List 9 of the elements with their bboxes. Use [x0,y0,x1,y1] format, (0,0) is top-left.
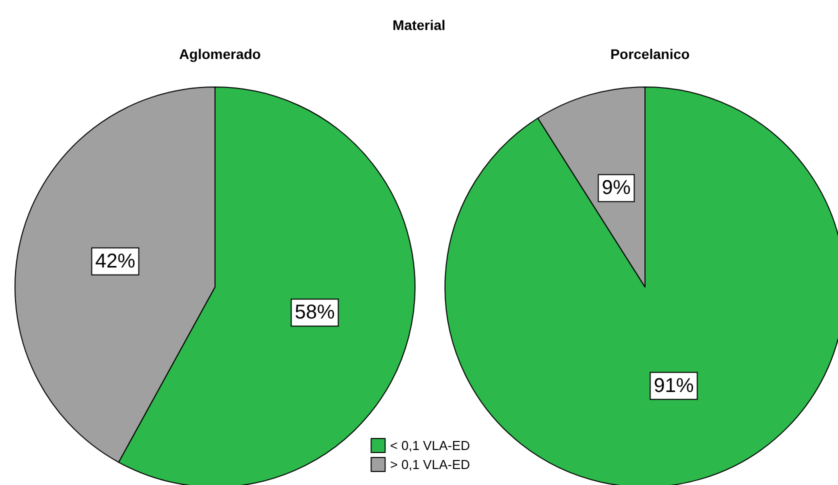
text: Material [392,17,446,33]
data-label: 91% [654,374,694,397]
legend-label: < 0,1 VLA-ED [390,438,470,453]
data-label: 42% [95,250,136,272]
chart-title: Porcelanico [610,46,690,62]
legend-label: > 0,1 VLA-ED [390,457,470,472]
chart-title: Aglomerado [179,46,261,62]
data-label: 58% [294,302,335,324]
data-label: 9% [602,177,631,200]
